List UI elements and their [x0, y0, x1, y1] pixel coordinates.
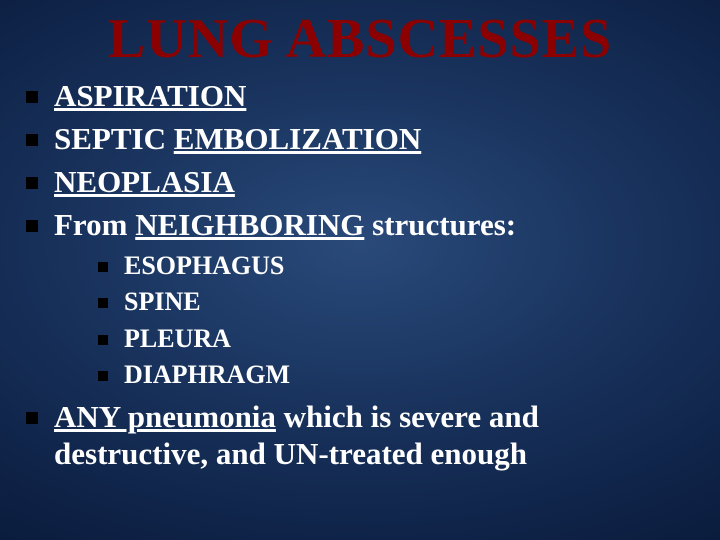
bullet-list-level2: ESOPHAGUS SPINE PLEURA DIAPHRAGM — [94, 250, 700, 392]
text-underline: NEOPLASIA — [54, 164, 235, 199]
text-pre: From — [54, 207, 135, 242]
list-item: DIAPHRAGM — [94, 359, 700, 392]
slide-title: LUNG ABSCESSES — [20, 10, 700, 69]
text-underline: NEIGHBORING — [135, 207, 364, 242]
bullet-text: ANY pneumonia which is severe and destru… — [54, 399, 539, 471]
list-item: From NEIGHBORING structures: ESOPHAGUS S… — [20, 206, 700, 391]
bullet-text: ASPIRATION — [54, 78, 246, 113]
list-item: PLEURA — [94, 323, 700, 356]
list-item: NEOPLASIA — [20, 163, 700, 200]
list-item: ASPIRATION — [20, 77, 700, 114]
text-underline: EMBOLIZATION — [174, 121, 421, 156]
bullet-text: DIAPHRAGM — [124, 360, 290, 389]
bullet-text: PLEURA — [124, 324, 231, 353]
text-underline: ANY pneumonia — [54, 399, 276, 434]
bullet-text: NEOPLASIA — [54, 164, 235, 199]
bullet-text: SPINE — [124, 287, 201, 316]
list-item: SEPTIC EMBOLIZATION — [20, 120, 700, 157]
list-item: ANY pneumonia which is severe and destru… — [20, 398, 700, 472]
bullet-text: SEPTIC EMBOLIZATION — [54, 121, 421, 156]
list-item: SPINE — [94, 286, 700, 319]
text-pre: SEPTIC — [54, 121, 174, 156]
bullet-text: From NEIGHBORING structures: — [54, 207, 516, 242]
bullet-list-level1: ASPIRATION SEPTIC EMBOLIZATION NEOPLASIA… — [20, 77, 700, 472]
text-underline: ASPIRATION — [54, 78, 246, 113]
slide: LUNG ABSCESSES ASPIRATION SEPTIC EMBOLIZ… — [0, 0, 720, 540]
bullet-text: ESOPHAGUS — [124, 251, 284, 280]
list-item: ESOPHAGUS — [94, 250, 700, 283]
text-post: structures: — [364, 207, 516, 242]
